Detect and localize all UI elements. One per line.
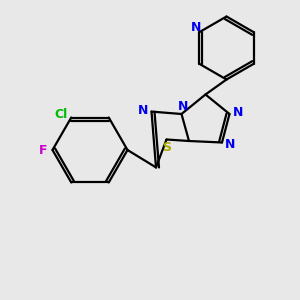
Text: N: N: [225, 137, 236, 151]
Text: S: S: [162, 141, 171, 154]
Text: N: N: [138, 103, 148, 117]
Text: N: N: [190, 21, 201, 34]
Text: N: N: [233, 106, 243, 119]
Text: Cl: Cl: [54, 108, 68, 121]
Text: F: F: [39, 143, 47, 157]
Text: N: N: [178, 100, 188, 113]
